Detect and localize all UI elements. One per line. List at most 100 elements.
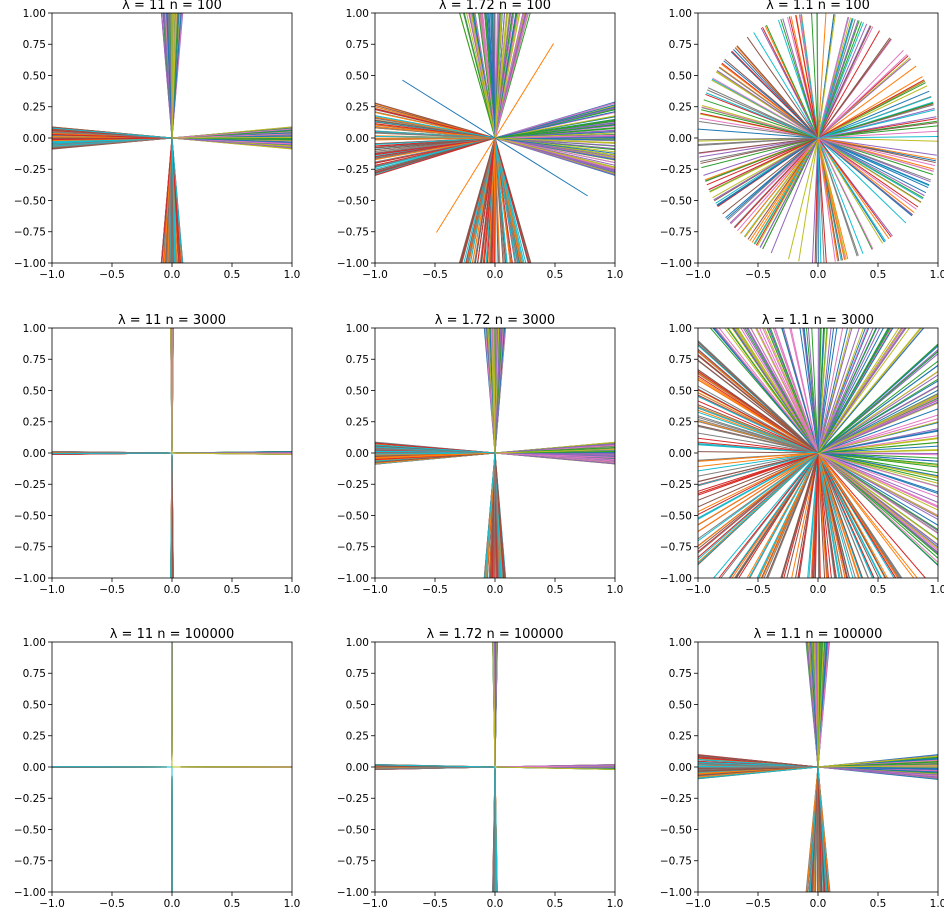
- panel-8: −1.0 −0.5 0.0 0.5 1.0 1.00 0.75 0.50 0.25 0.00 −0.…: [337, 627, 624, 910]
- ray-line: [736, 452, 819, 578]
- ray-line: [753, 32, 819, 139]
- x-tick-label: −1.0: [685, 269, 711, 281]
- ray-line: [375, 115, 496, 139]
- ray-line: [817, 58, 912, 139]
- ray-line: [817, 23, 868, 139]
- x-tick-label: −0.5: [745, 269, 771, 281]
- ray-line: [817, 452, 938, 498]
- ray-line: [817, 452, 938, 462]
- ray-line: [817, 137, 936, 167]
- ray-line: [707, 89, 819, 139]
- x-tick-label: 0.0: [164, 269, 181, 281]
- ray-line: [817, 328, 906, 454]
- ray-line: [494, 115, 615, 139]
- ray-line: [700, 112, 819, 139]
- ray-line: [744, 328, 819, 454]
- ray-line: [375, 137, 496, 176]
- ray-line: [171, 137, 176, 263]
- ray-line: [817, 18, 854, 139]
- y-tick-label: −1.00: [14, 573, 46, 585]
- ray-line: [817, 21, 863, 139]
- ray-line: [698, 452, 819, 462]
- y-tick-label: 1.00: [669, 323, 692, 335]
- y-tick-label: 0.00: [23, 762, 46, 774]
- ray-line: [494, 452, 506, 578]
- ray-line: [699, 137, 819, 158]
- y-tick-label: 0.50: [23, 385, 46, 397]
- panel-title: λ = 11 n = 100000: [110, 627, 235, 642]
- ray-line: [171, 128, 292, 139]
- ray-line: [744, 137, 819, 238]
- ray-line: [375, 452, 496, 463]
- y-tick-label: 0.25: [669, 102, 692, 114]
- ray-line: [490, 328, 496, 454]
- ray-line: [170, 13, 173, 139]
- x-tick-label: −1.0: [39, 269, 65, 281]
- y-tick-label: −0.75: [14, 542, 46, 554]
- ray-line: [817, 137, 847, 260]
- panel-3: −1.0 −0.5 0.0 0.5 1.0 1.00 0.75 0.50 0.25 0.00 −0.…: [660, 0, 944, 281]
- y-tick-label: 0.75: [23, 39, 46, 51]
- ray-line: [817, 137, 827, 263]
- ray-line: [171, 13, 177, 139]
- ray-line: [375, 444, 496, 454]
- ray-line: [817, 20, 859, 139]
- ray-line: [811, 13, 819, 139]
- y-tick-label: −1.00: [660, 887, 692, 899]
- ray-line: [817, 452, 938, 517]
- panel-5: −1.0 −0.5 0.0 0.5 1.0 1.00 0.75 0.50 0.25 0.00 −0.…: [337, 313, 624, 596]
- x-tick-label: 0.0: [487, 584, 504, 596]
- ray-line: [727, 137, 819, 221]
- ray-line: [706, 137, 819, 186]
- ray-line: [698, 452, 819, 494]
- ray-line: [817, 328, 829, 454]
- ray-line: [494, 102, 615, 139]
- ray-line: [494, 107, 615, 139]
- ray-line: [52, 131, 173, 139]
- ray-line: [817, 137, 924, 200]
- ray-line: [817, 766, 828, 892]
- rays-group: [375, 328, 615, 578]
- ray-line: [817, 343, 938, 454]
- ray-line: [698, 452, 819, 472]
- ray-line: [698, 766, 819, 779]
- ray-line: [770, 137, 819, 254]
- x-tick-label: 1.0: [284, 898, 301, 910]
- x-tick-label: 1.0: [607, 269, 624, 281]
- ray-line: [817, 452, 899, 578]
- ray-line: [817, 350, 938, 454]
- panel-6: −1.0 −0.5 0.0 0.5 1.0 1.00 0.75 0.50 0.25 0.00 −0.…: [660, 313, 944, 596]
- ray-line: [817, 137, 907, 224]
- ray-line: [814, 452, 819, 578]
- ray-line: [698, 348, 819, 454]
- ray-line: [811, 328, 819, 454]
- x-tick-label: −1.0: [39, 584, 65, 596]
- y-tick-label: 0.75: [346, 354, 369, 366]
- ray-line: [817, 90, 930, 139]
- rays-group: [698, 13, 938, 263]
- y-tick-label: −0.50: [660, 824, 692, 836]
- x-tick-label: 0.0: [487, 269, 504, 281]
- ray-line: [817, 389, 938, 454]
- ray-line: [817, 136, 938, 139]
- ray-line: [814, 642, 819, 768]
- ray-line: [817, 385, 938, 454]
- panel-title: λ = 1.72 n = 100: [439, 0, 551, 13]
- ray-line: [817, 137, 937, 156]
- ray-line: [737, 137, 819, 231]
- ray-line: [375, 132, 496, 139]
- ray-line: [807, 452, 819, 578]
- ray-line: [817, 452, 938, 477]
- y-tick-label: −0.25: [14, 793, 46, 805]
- x-tick-label: 0.5: [547, 898, 564, 910]
- ray-line: [698, 452, 819, 508]
- ray-line: [52, 137, 173, 148]
- rays-group: [375, 642, 615, 892]
- ray-line: [698, 425, 819, 454]
- ray-line: [375, 137, 496, 158]
- y-tick-label: −1.00: [337, 258, 369, 270]
- y-tick-label: −0.50: [660, 195, 692, 207]
- y-tick-label: 0.25: [346, 102, 369, 114]
- ray-line: [817, 14, 836, 139]
- y-tick-label: 0.25: [23, 731, 46, 743]
